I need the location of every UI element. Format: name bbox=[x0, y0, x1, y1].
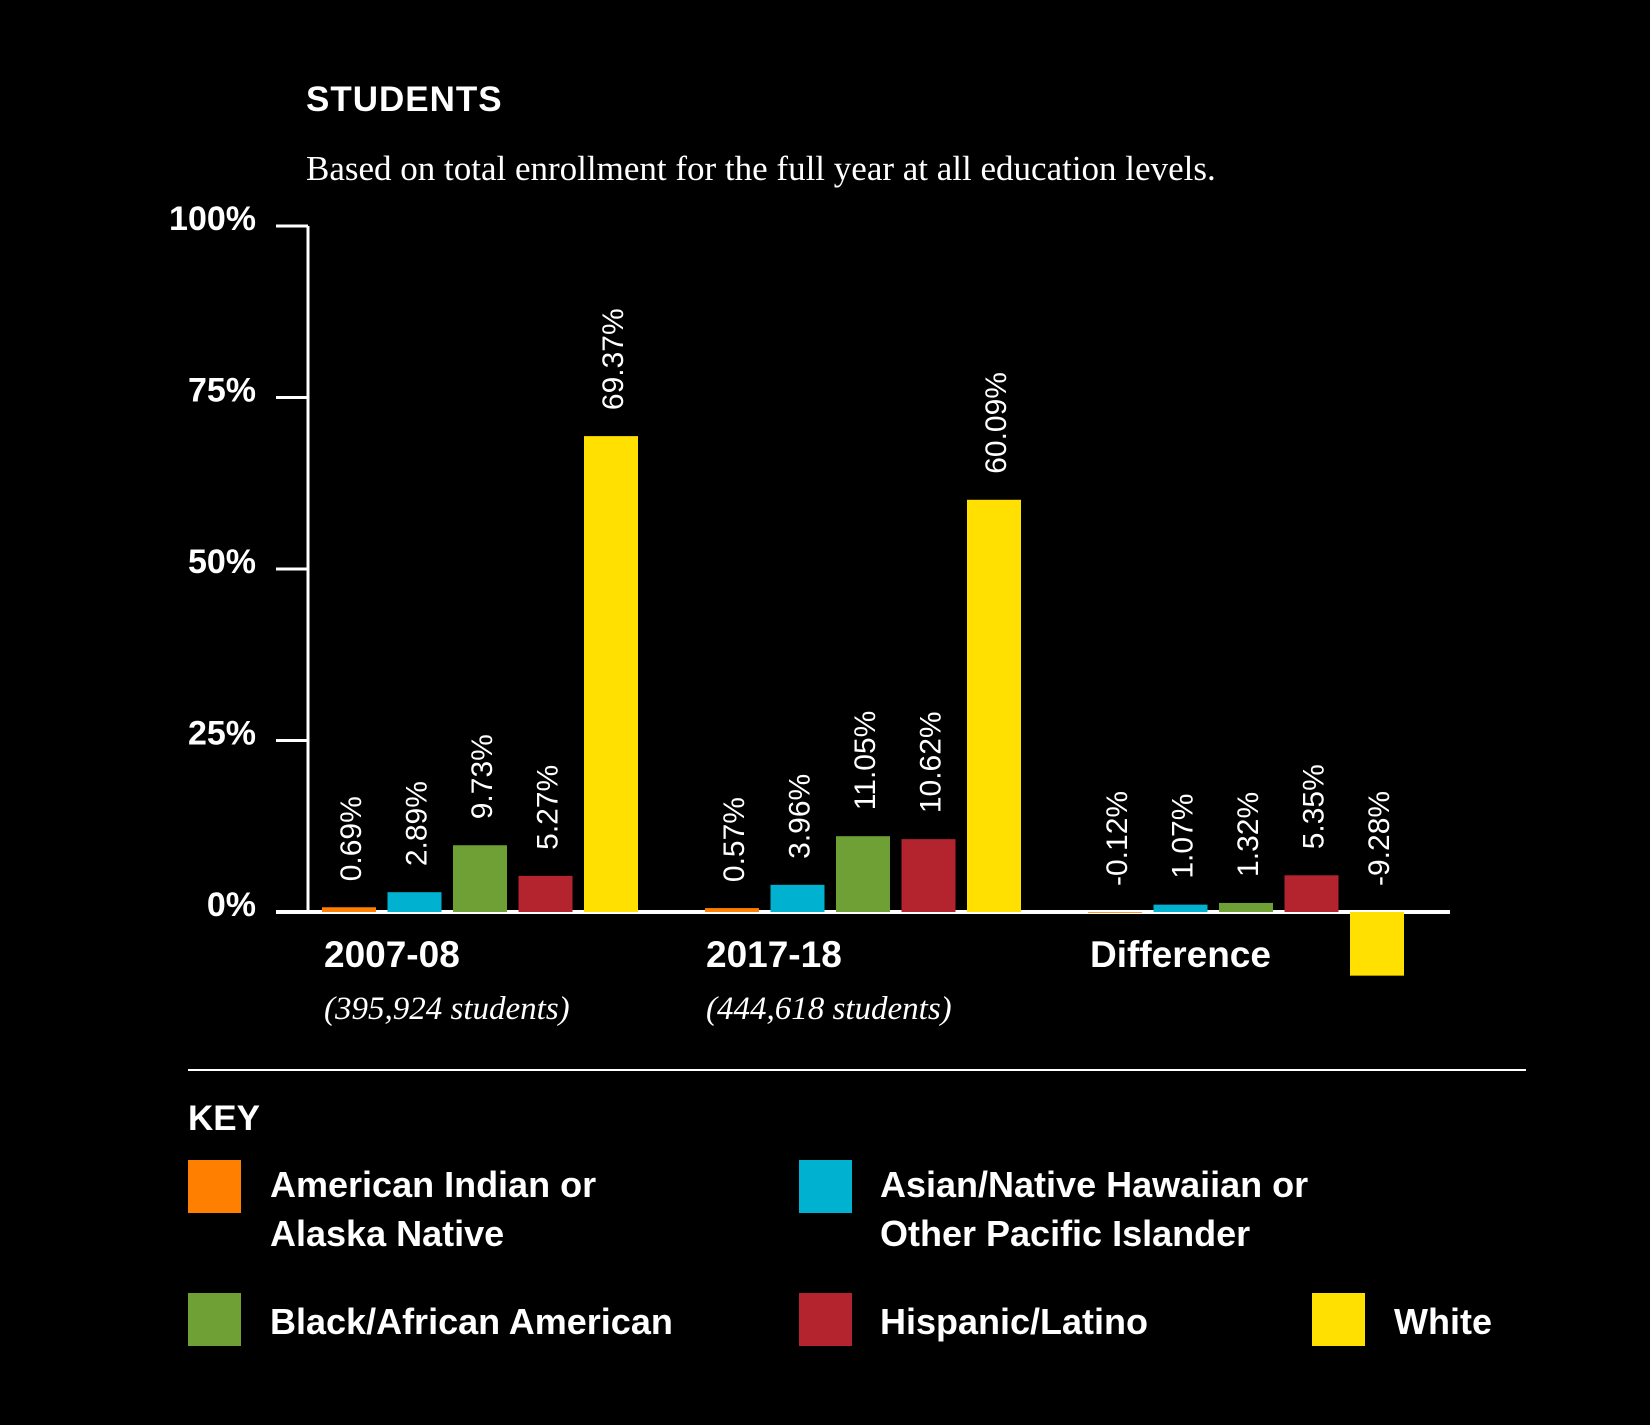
bar-value-label: 10.62% bbox=[915, 711, 948, 813]
bar-value-label: 5.27% bbox=[532, 765, 565, 850]
y-tick-label: 50% bbox=[188, 543, 256, 581]
bar-value-label: 2.89% bbox=[401, 781, 434, 866]
bar bbox=[518, 875, 573, 912]
bar-value-label: -0.12% bbox=[1101, 791, 1134, 886]
legend-item: American Indian or Alaska Native bbox=[188, 1160, 596, 1254]
chart-title: STUDENTS bbox=[306, 80, 503, 119]
bar bbox=[387, 892, 442, 912]
bar bbox=[584, 436, 638, 912]
bar bbox=[453, 845, 507, 912]
bar bbox=[1088, 912, 1142, 913]
legend-label: White bbox=[1394, 1301, 1492, 1342]
bar-value-label: 0.69% bbox=[335, 796, 368, 881]
bar bbox=[770, 884, 825, 912]
bar bbox=[967, 499, 1021, 912]
bars-group: 0.69% 2.89% 9.73% 5.27% 69.37% 0.57% 3.96% 11.0… bbox=[322, 308, 1404, 976]
bar-value-label: 69.37% bbox=[597, 308, 630, 410]
bar-value-label: 0.57% bbox=[718, 797, 751, 882]
bar-value-label: 9.73% bbox=[466, 734, 499, 819]
legend-swatch bbox=[188, 1293, 241, 1346]
bar-value-label: 1.32% bbox=[1232, 792, 1265, 877]
legend-item: Asian/Native Hawaiian or Other Pacific Is… bbox=[799, 1160, 1308, 1254]
legend-swatch bbox=[1312, 1293, 1365, 1346]
bar-value-label: 3.96% bbox=[784, 774, 817, 859]
legend-title: KEY bbox=[188, 1099, 260, 1138]
bar-value-label: 1.07% bbox=[1167, 794, 1200, 879]
bar bbox=[1284, 875, 1339, 912]
legend-label: American Indian or bbox=[270, 1164, 596, 1205]
bar bbox=[1153, 904, 1208, 912]
bar bbox=[705, 908, 759, 912]
y-tick-label: 75% bbox=[188, 372, 256, 410]
legend-label: Hispanic/Latino bbox=[880, 1301, 1148, 1342]
legend-label: Alaska Native bbox=[270, 1213, 504, 1254]
bar bbox=[322, 907, 376, 912]
legend-swatch bbox=[188, 1160, 241, 1213]
bar bbox=[1219, 902, 1273, 912]
legend-item: Black/African American bbox=[188, 1293, 673, 1346]
category-sublabel: (444,618 students) bbox=[706, 991, 952, 1027]
category-labels: 2007-08 (395,924 students) 2017-18 (444,618… bbox=[324, 934, 1271, 1027]
bar bbox=[901, 839, 956, 912]
bar-value-label: -9.28% bbox=[1363, 791, 1396, 886]
category-label: 2017-18 bbox=[706, 934, 842, 975]
bar-value-label: 11.05% bbox=[849, 711, 882, 811]
category-sublabel: (395,924 students) bbox=[324, 991, 570, 1027]
y-tick-label: 0% bbox=[207, 886, 256, 924]
bar bbox=[836, 836, 890, 912]
y-tick-label: 100% bbox=[169, 200, 256, 238]
legend-label: Other Pacific Islander bbox=[880, 1213, 1250, 1254]
category-label: 2007-08 bbox=[324, 934, 460, 975]
bar-value-label: 60.09% bbox=[980, 372, 1013, 474]
bar-value-label: 5.35% bbox=[1298, 764, 1331, 849]
legend-label: Black/African American bbox=[270, 1301, 673, 1342]
category-label: Difference bbox=[1090, 934, 1271, 975]
legend-label: Asian/Native Hawaiian or bbox=[880, 1164, 1308, 1205]
y-tick-label: 25% bbox=[188, 715, 256, 753]
chart-subtitle: Based on total enrollment for the full y… bbox=[306, 149, 1216, 188]
legend-swatch bbox=[799, 1160, 852, 1213]
legend-item: White bbox=[1312, 1293, 1492, 1346]
legend-item: Hispanic/Latino bbox=[799, 1293, 1148, 1346]
bar bbox=[1350, 912, 1404, 976]
legend-swatch bbox=[799, 1293, 852, 1346]
legend: American Indian or Alaska Native Asian/Nat… bbox=[188, 1160, 1492, 1346]
